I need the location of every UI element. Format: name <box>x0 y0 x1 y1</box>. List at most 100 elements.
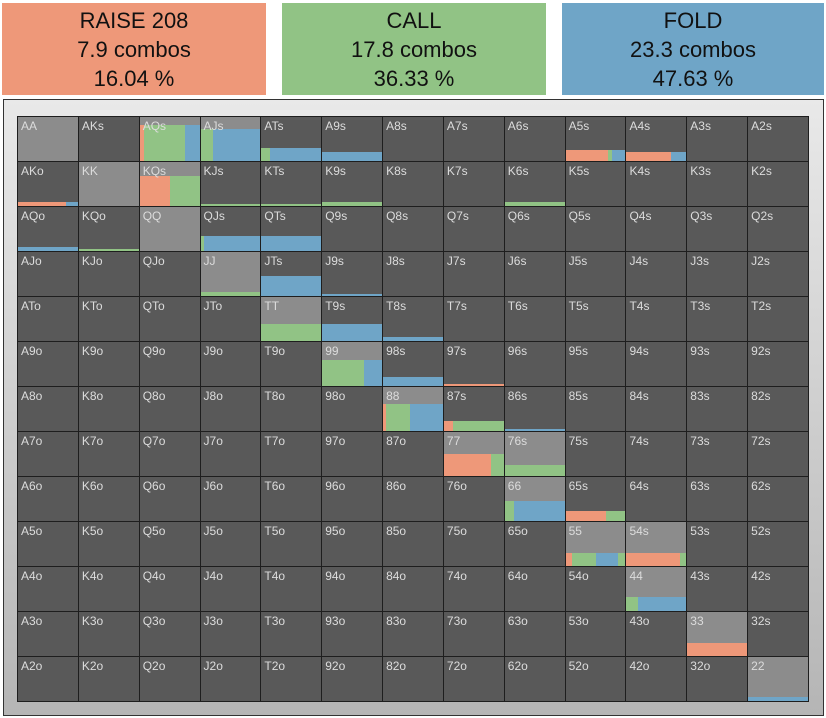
hand-cell-97o[interactable]: 97o <box>322 432 383 476</box>
hand-cell-52s[interactable]: 52s <box>748 522 808 566</box>
hand-cell-KTo[interactable]: KTo <box>78 297 139 341</box>
hand-cell-KQs[interactable]: KQs <box>139 162 200 206</box>
hand-cell-84o[interactable]: 84o <box>383 567 443 611</box>
hand-cell-96s[interactable]: 96s <box>504 342 565 386</box>
hand-cell-JTs[interactable]: JTs <box>261 252 322 296</box>
hand-cell-44[interactable]: 44 <box>626 567 687 611</box>
hand-cell-Q4o[interactable]: Q4o <box>139 567 200 611</box>
hand-cell-J9o[interactable]: J9o <box>200 342 261 386</box>
hand-cell-76o[interactable]: 76o <box>443 477 504 521</box>
hand-cell-AQs[interactable]: AQs <box>139 117 200 161</box>
hand-cell-T9o[interactable]: T9o <box>261 342 322 386</box>
hand-cell-J5o[interactable]: J5o <box>200 522 261 566</box>
hand-cell-Q5o[interactable]: Q5o <box>139 522 200 566</box>
hand-cell-J8s[interactable]: J8s <box>383 252 443 296</box>
hand-cell-43o[interactable]: 43o <box>626 612 687 656</box>
hand-cell-J5s[interactable]: J5s <box>565 252 626 296</box>
hand-cell-T8o[interactable]: T8o <box>261 387 322 431</box>
hand-cell-T8s[interactable]: T8s <box>383 297 443 341</box>
hand-cell-65s[interactable]: 65s <box>565 477 626 521</box>
hand-cell-A8o[interactable]: A8o <box>18 387 78 431</box>
hand-cell-ATs[interactable]: ATs <box>261 117 322 161</box>
hand-cell-AJs[interactable]: AJs <box>200 117 261 161</box>
hand-cell-53o[interactable]: 53o <box>565 612 626 656</box>
hand-cell-K8o[interactable]: K8o <box>78 387 139 431</box>
hand-cell-K9o[interactable]: K9o <box>78 342 139 386</box>
hand-cell-Q6o[interactable]: Q6o <box>139 477 200 521</box>
hand-cell-92o[interactable]: 92o <box>322 657 383 701</box>
hand-cell-J3o[interactable]: J3o <box>200 612 261 656</box>
hand-cell-83s[interactable]: 83s <box>687 387 748 431</box>
hand-cell-A6o[interactable]: A6o <box>18 477 78 521</box>
hand-cell-K7o[interactable]: K7o <box>78 432 139 476</box>
hand-cell-KJo[interactable]: KJo <box>78 252 139 296</box>
hand-cell-A6s[interactable]: A6s <box>504 117 565 161</box>
hand-cell-AQo[interactable]: AQo <box>18 207 78 251</box>
hand-cell-A4s[interactable]: A4s <box>626 117 687 161</box>
hand-cell-A7s[interactable]: A7s <box>443 117 504 161</box>
hand-cell-85s[interactable]: 85s <box>565 387 626 431</box>
hand-cell-T5s[interactable]: T5s <box>565 297 626 341</box>
hand-cell-95o[interactable]: 95o <box>322 522 383 566</box>
hand-cell-87s[interactable]: 87s <box>443 387 504 431</box>
hand-cell-42o[interactable]: 42o <box>626 657 687 701</box>
hand-cell-A5s[interactable]: A5s <box>565 117 626 161</box>
hand-cell-T2s[interactable]: T2s <box>748 297 808 341</box>
hand-cell-J4o[interactable]: J4o <box>200 567 261 611</box>
hand-cell-Q6s[interactable]: Q6s <box>504 207 565 251</box>
hand-cell-K8s[interactable]: K8s <box>383 162 443 206</box>
hand-cell-KTs[interactable]: KTs <box>261 162 322 206</box>
hand-cell-82s[interactable]: 82s <box>748 387 808 431</box>
hand-cell-K3o[interactable]: K3o <box>78 612 139 656</box>
hand-cell-K5s[interactable]: K5s <box>565 162 626 206</box>
hand-cell-J9s[interactable]: J9s <box>322 252 383 296</box>
hand-cell-A9o[interactable]: A9o <box>18 342 78 386</box>
hand-cell-88[interactable]: 88 <box>383 387 443 431</box>
hand-cell-Q8o[interactable]: Q8o <box>139 387 200 431</box>
hand-cell-J3s[interactable]: J3s <box>687 252 748 296</box>
hand-cell-94s[interactable]: 94s <box>626 342 687 386</box>
hand-cell-54o[interactable]: 54o <box>565 567 626 611</box>
hand-cell-K2s[interactable]: K2s <box>748 162 808 206</box>
hand-cell-T3s[interactable]: T3s <box>687 297 748 341</box>
hand-cell-J6o[interactable]: J6o <box>200 477 261 521</box>
hand-cell-22[interactable]: 22 <box>748 657 808 701</box>
hand-cell-93s[interactable]: 93s <box>687 342 748 386</box>
hand-cell-73o[interactable]: 73o <box>443 612 504 656</box>
hand-cell-64s[interactable]: 64s <box>626 477 687 521</box>
hand-cell-98o[interactable]: 98o <box>322 387 383 431</box>
hand-cell-T3o[interactable]: T3o <box>261 612 322 656</box>
hand-cell-92s[interactable]: 92s <box>748 342 808 386</box>
hand-cell-76s[interactable]: 76s <box>504 432 565 476</box>
hand-cell-QTo[interactable]: QTo <box>139 297 200 341</box>
hand-cell-73s[interactable]: 73s <box>687 432 748 476</box>
hand-cell-Q2o[interactable]: Q2o <box>139 657 200 701</box>
hand-cell-Q7s[interactable]: Q7s <box>443 207 504 251</box>
hand-cell-J7s[interactable]: J7s <box>443 252 504 296</box>
hand-cell-AKo[interactable]: AKo <box>18 162 78 206</box>
hand-cell-33[interactable]: 33 <box>687 612 748 656</box>
hand-cell-AJo[interactable]: AJo <box>18 252 78 296</box>
hand-cell-A4o[interactable]: A4o <box>18 567 78 611</box>
hand-cell-94o[interactable]: 94o <box>322 567 383 611</box>
hand-cell-97s[interactable]: 97s <box>443 342 504 386</box>
hand-cell-64o[interactable]: 64o <box>504 567 565 611</box>
hand-cell-T5o[interactable]: T5o <box>261 522 322 566</box>
hand-cell-K9s[interactable]: K9s <box>322 162 383 206</box>
hand-cell-Q7o[interactable]: Q7o <box>139 432 200 476</box>
hand-cell-32s[interactable]: 32s <box>748 612 808 656</box>
hand-cell-T7o[interactable]: T7o <box>261 432 322 476</box>
hand-cell-A5o[interactable]: A5o <box>18 522 78 566</box>
hand-cell-T6s[interactable]: T6s <box>504 297 565 341</box>
hand-cell-95s[interactable]: 95s <box>565 342 626 386</box>
hand-cell-77[interactable]: 77 <box>443 432 504 476</box>
hand-cell-86s[interactable]: 86s <box>504 387 565 431</box>
hand-cell-99[interactable]: 99 <box>322 342 383 386</box>
hand-cell-ATo[interactable]: ATo <box>18 297 78 341</box>
hand-cell-Q9s[interactable]: Q9s <box>322 207 383 251</box>
hand-cell-T9s[interactable]: T9s <box>322 297 383 341</box>
hand-cell-93o[interactable]: 93o <box>322 612 383 656</box>
hand-cell-Q3s[interactable]: Q3s <box>687 207 748 251</box>
hand-cell-Q3o[interactable]: Q3o <box>139 612 200 656</box>
hand-cell-J7o[interactable]: J7o <box>200 432 261 476</box>
